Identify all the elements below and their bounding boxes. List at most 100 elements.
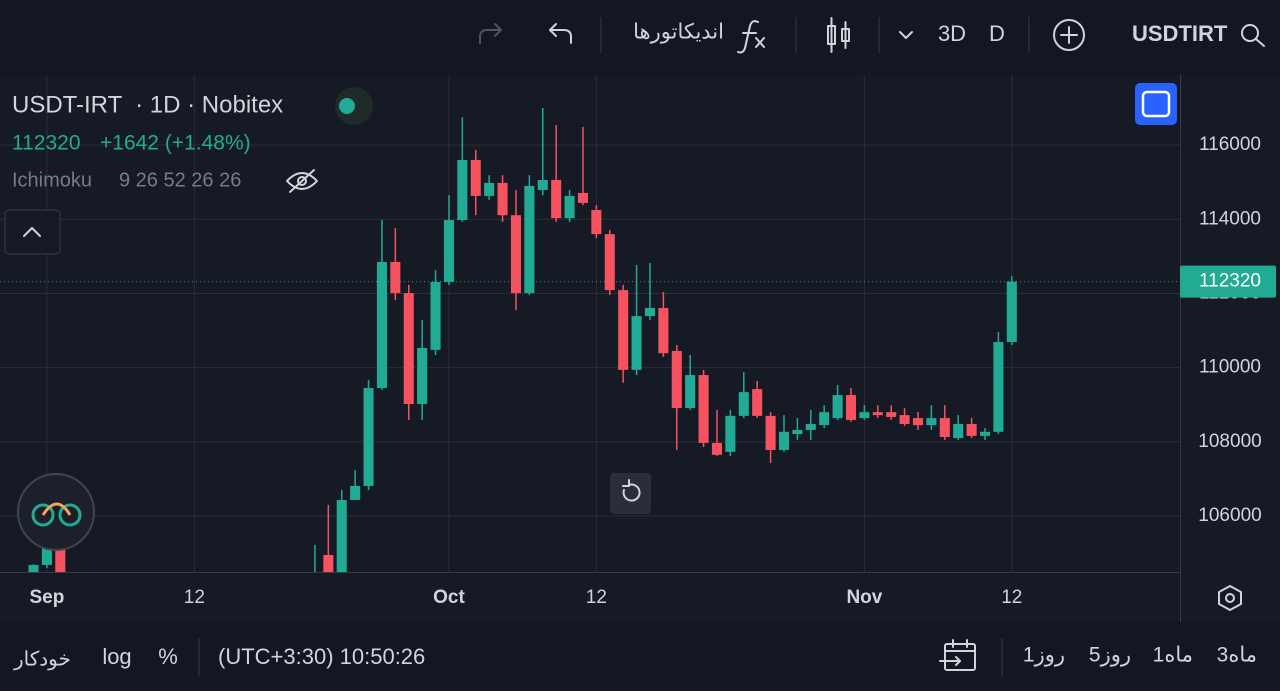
candle-body [966,424,977,436]
legend-title: USDT-IRT · 1D · Nobitex [12,91,283,118]
reset-button[interactable] [610,473,651,514]
candle-body [430,281,441,350]
candle-body [778,431,790,450]
candle-body [41,547,52,565]
candle-body [376,261,387,389]
candle-body [618,290,629,370]
symbol[interactable]: USDTIRT [1132,21,1228,46]
legend-price: 112320 [12,132,81,155]
undo-icon[interactable] [549,23,572,44]
candle-body [323,554,334,572]
candle-body [551,179,562,219]
range-button[interactable]: 1روز [1023,644,1065,668]
candle-body [497,182,508,216]
candle-body [845,395,857,420]
candle-body [926,418,937,426]
redo-icon[interactable] [479,23,502,44]
logo-icon [31,502,82,527]
percent-toggle[interactable]: % [158,644,178,669]
hide-icon[interactable] [286,169,318,193]
candle-body [872,412,883,416]
candle-body [993,342,1004,432]
candle-body [604,234,615,291]
dropdown-icon[interactable] [899,31,913,39]
settings-icon[interactable] [1218,585,1242,611]
candle-body [484,182,495,196]
bottom-toolbar [0,622,1280,691]
candle-body [510,215,521,294]
candle-body [953,424,964,439]
candle-body [765,415,776,450]
last-price-box [1180,265,1276,298]
x-tick-label: Sep [29,587,64,608]
status-dot [339,98,355,114]
indicator-name: Ichimoku [12,169,92,191]
candle-body [886,412,897,417]
fullscreen-icon [1141,90,1171,118]
candle-body [457,159,468,221]
candle-body [859,412,870,419]
indicator-params: 9 26 52 26 26 [119,169,241,191]
candle-body [819,412,830,426]
candle-body [564,195,575,219]
range-button[interactable]: 5روز [1089,644,1131,668]
x-tick-label: Oct [433,587,465,608]
log-toggle[interactable]: log [102,644,131,669]
auto-toggle[interactable]: خودکار [13,648,71,670]
x-tick-label: 12 [1001,587,1022,608]
candle-body [805,424,816,430]
candle-body [390,261,401,294]
fullscreen-button[interactable] [1135,83,1177,125]
candle-body [738,392,749,416]
candle-body [524,185,535,294]
candle-body [350,485,361,501]
add-icon[interactable] [1053,19,1085,51]
candle-body [577,192,588,203]
collapse-icon[interactable] [23,227,41,237]
candle-body [939,418,950,437]
candle-type-icon[interactable] [827,17,850,53]
candle-body [685,375,696,409]
candle-body [417,347,428,404]
range-button[interactable]: 3ماه [1217,644,1257,667]
candle-body [470,159,481,196]
candle-body [832,395,843,419]
y-tick-label: 110000 [1199,357,1261,378]
interval[interactable]: D [989,21,1005,46]
candle-body [363,388,374,486]
candle-body [403,293,414,404]
x-tick-label: 12 [586,587,607,608]
candle-body [698,375,709,443]
legend-change: +1642 (+1.48%) [100,132,251,155]
fx-icon[interactable] [737,20,765,54]
candle-body [28,564,39,572]
candle-body [55,547,66,572]
candle-body [537,179,548,190]
date-range-icon[interactable] [939,639,976,671]
range-button[interactable]: 1ماه [1153,644,1193,667]
y-tick-label: 116000 [1199,134,1261,155]
logo-button[interactable] [17,473,95,551]
last-price-label: 112320 [1199,271,1261,292]
indicators-button[interactable]: اندیکاتورها [633,21,724,45]
candle-body [644,307,655,317]
candle-body [671,350,682,409]
y-tick-label: 108000 [1198,431,1261,452]
x-tick-label: 12 [184,587,205,608]
candle-body [631,316,642,370]
x-tick-label: Nov [846,587,882,608]
candle-body [979,431,991,436]
candle-body [443,220,454,282]
top-toolbar [0,0,1280,75]
candle-body [752,389,763,416]
reset-icon [622,479,641,502]
candle-body [792,429,803,435]
candle-body [899,415,910,425]
search-icon[interactable] [1241,24,1265,47]
collapse-button[interactable] [4,209,61,255]
candle-body [1006,281,1017,343]
candle-body [912,418,924,426]
interval[interactable]: 3D [938,21,966,46]
y-tick-label: 114000 [1199,208,1261,229]
